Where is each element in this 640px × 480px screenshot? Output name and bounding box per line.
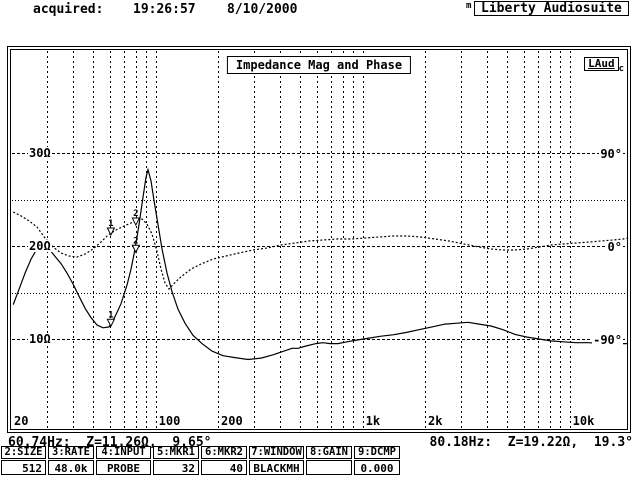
fkey-value: 32 [153, 460, 199, 475]
fkey-label: 8:GAIN [306, 446, 352, 459]
laud-badge: LAud c [584, 52, 624, 74]
marker2-readout: 80.18Hz: Z=19.22Ω, 19.3° [429, 435, 634, 450]
laud-badge-subscript: c [618, 64, 624, 74]
y-left-tick-30: 30Ω [28, 146, 52, 160]
fkey-label: 6:MKR2 [201, 446, 247, 459]
acquired-date: 8/10/2000 [227, 2, 298, 17]
fkey-button-mkr2[interactable]: 6:MKR2 40 [201, 446, 247, 475]
fkey-label: 3:RATE [48, 446, 94, 459]
marker-2-triangle-icon [131, 244, 141, 254]
fkey-label: 9:DCMP [354, 446, 400, 459]
plot-canvas: 1 1 2 2 [12, 51, 629, 428]
fkey-button-dcmp[interactable]: 9:DCMP 0.000 [354, 446, 400, 475]
y-right-tick--90: -90° [592, 333, 623, 347]
fkey-button-size[interactable]: 2:SIZE 512 [1, 446, 46, 475]
x-tick-200: 200 [220, 414, 244, 428]
x-tick-1k: 1k [364, 414, 382, 428]
fkey-value: BLACKMH [249, 460, 304, 475]
fkey-value [306, 460, 352, 475]
fkey-button-input[interactable]: 4:INPUT PROBE [96, 446, 151, 475]
marker-1-number: 1 [108, 310, 113, 320]
impedance-plot: 1 1 2 2 Impedance Mag and Phase LAud c 20 100… [7, 46, 631, 433]
marker-2-number: 2 [133, 236, 138, 246]
mode-flag: m [466, 1, 472, 11]
fkey-button-window[interactable]: 7:WINDOW BLACKMH [249, 446, 304, 475]
fkey-label: 5:MKR1 [153, 446, 199, 459]
impedance-magnitude-curve [12, 167, 627, 361]
acquired-label: acquired: [33, 2, 104, 17]
marker-1-number: 1 [108, 219, 113, 229]
function-key-row: 2:SIZE 512 3:RATE 48.0k 4:INPUT PROBE 5:MKR1 32… [1, 446, 400, 475]
fkey-button-rate[interactable]: 3:RATE 48.0k [48, 446, 94, 475]
x-tick-10k: 10k [571, 414, 596, 428]
impedance-phase-curve [12, 211, 629, 290]
x-tick-2k: 2k [427, 414, 444, 428]
fkey-value: 0.000 [354, 460, 400, 475]
x-tick-20: 20 [13, 414, 30, 428]
fkey-label: 7:WINDOW [249, 446, 304, 459]
marker-1-triangle-icon [106, 227, 116, 237]
fkey-button-gain[interactable]: 8:GAIN [306, 446, 352, 475]
plot-title: Impedance Mag and Phase [226, 56, 412, 74]
app-title-badge: Liberty Audiosuite [474, 1, 629, 16]
fkey-value: 40 [201, 460, 247, 475]
fkey-value: PROBE [96, 460, 151, 475]
marker-2-triangle-icon [131, 217, 141, 227]
y-left-tick-20: 20Ω [28, 239, 52, 253]
plot-inner-border [10, 49, 628, 430]
marker-2-number: 2 [133, 209, 138, 219]
fkey-label: 4:INPUT [96, 446, 151, 459]
laud-badge-text: LAud [584, 57, 619, 71]
y-left-tick-10: 10Ω [28, 332, 52, 346]
y-right-tick-0: 0° [606, 240, 623, 254]
y-right-tick-90: 90° [599, 147, 623, 161]
x-tick-100: 100 [157, 414, 182, 428]
fkey-value: 512 [1, 460, 46, 475]
fkey-label: 2:SIZE [1, 446, 46, 459]
fkey-button-mkr1[interactable]: 5:MKR1 32 [153, 446, 199, 475]
fkey-value: 48.0k [48, 460, 94, 475]
marker-1-triangle-icon [106, 318, 116, 328]
acquired-time: 19:26:57 [133, 2, 196, 17]
